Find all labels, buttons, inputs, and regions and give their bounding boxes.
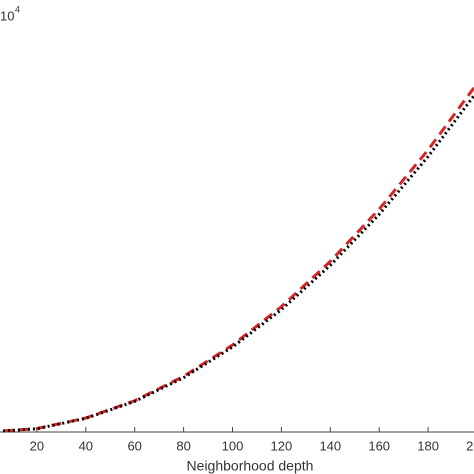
series-line xyxy=(0,93,474,433)
x-tick-label: 60 xyxy=(127,438,141,453)
x-tick-label: 200 xyxy=(466,438,474,453)
x-tick-label: 140 xyxy=(319,438,341,453)
y-exponent-base: 10 xyxy=(0,8,14,23)
x-tick-label: 20 xyxy=(30,438,44,453)
x-tick-label: 180 xyxy=(417,438,439,453)
x-axis-label: Neighborhood depth xyxy=(187,458,314,474)
x-tick-label: 80 xyxy=(176,438,190,453)
series-line xyxy=(0,85,474,433)
x-tick-label: 120 xyxy=(271,438,293,453)
x-tick-label: 100 xyxy=(222,438,244,453)
x-tick-label: 40 xyxy=(79,438,93,453)
x-tick-label: 160 xyxy=(368,438,390,453)
y-exponent-power: 4 xyxy=(15,4,20,14)
